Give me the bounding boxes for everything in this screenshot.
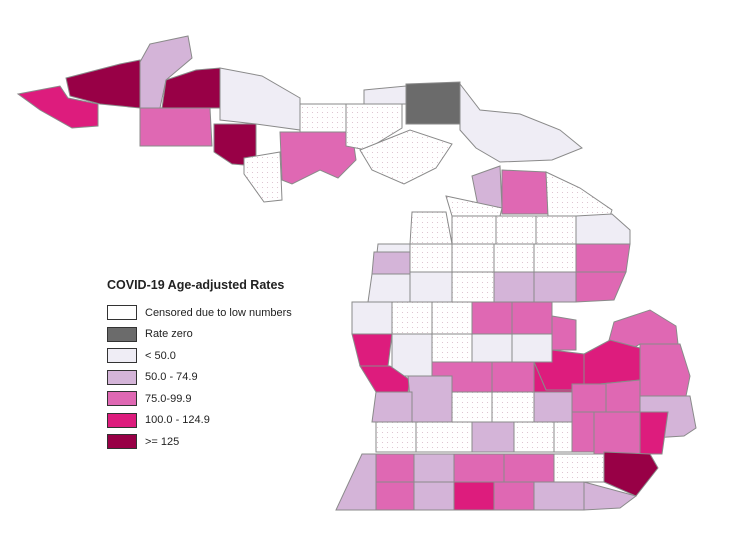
county-macomb xyxy=(639,411,669,455)
upper-peninsula xyxy=(16,35,583,203)
county-newaygo xyxy=(391,333,433,377)
legend-swatch xyxy=(107,305,137,321)
county-lake xyxy=(391,301,433,335)
county-alger xyxy=(219,67,301,131)
county-wexford xyxy=(409,271,453,303)
county-sanilac xyxy=(639,343,691,397)
county-muskegon xyxy=(351,333,393,367)
county-branch-n xyxy=(453,453,505,483)
county-kalkaska xyxy=(451,243,495,273)
county-oscoda xyxy=(533,243,577,273)
county-presque-isle xyxy=(545,171,613,217)
county-alpena xyxy=(575,213,631,245)
county-hillsdale xyxy=(493,481,535,511)
county-leelanau xyxy=(409,211,453,245)
legend-swatch xyxy=(107,434,137,450)
county-houghton xyxy=(139,35,193,109)
county-midland xyxy=(511,333,553,363)
county-alcona xyxy=(575,243,631,273)
county-wayne xyxy=(603,451,659,497)
county-genesee xyxy=(571,383,607,413)
county-mason xyxy=(367,273,411,303)
county-gladwin xyxy=(511,301,553,335)
county-cass xyxy=(375,481,415,511)
county-calhoun xyxy=(471,421,515,453)
county-oceana xyxy=(351,301,393,335)
county-antrim xyxy=(451,215,497,245)
county-manistee xyxy=(371,251,411,275)
lower-peninsula xyxy=(335,165,697,511)
legend-item-rate-zero: Rate zero xyxy=(107,324,327,346)
county-st-joseph xyxy=(413,481,455,511)
county-branch xyxy=(453,481,495,511)
legend-swatch xyxy=(107,348,137,364)
county-ionia xyxy=(451,391,493,423)
county-clinton xyxy=(491,391,535,423)
county-monroe xyxy=(583,481,638,511)
county-roscommon xyxy=(493,271,535,303)
county-ogemaw xyxy=(533,271,577,303)
legend-swatch xyxy=(107,391,137,407)
county-van-buren xyxy=(375,421,417,453)
legend-item-ge125: >= 125 xyxy=(107,431,327,453)
county-iron xyxy=(139,107,213,147)
legend-label: Censored due to low numbers xyxy=(145,306,292,319)
county-kent xyxy=(407,375,453,423)
county-clare xyxy=(471,301,513,335)
county-emmet xyxy=(471,165,503,209)
county-gogebic xyxy=(16,85,99,129)
legend-label: 50.0 - 74.9 xyxy=(145,371,198,384)
legend-item-censored: Censored due to low numbers xyxy=(107,302,327,324)
legend-label: < 50.0 xyxy=(145,349,176,362)
county-mackinac xyxy=(359,129,453,185)
legend-swatch xyxy=(107,412,137,428)
map-legend: COVID-19 Age-adjusted Rates Censored due… xyxy=(107,278,327,453)
county-isabella xyxy=(471,333,513,363)
legend-item-75-100: 75.0-99.9 xyxy=(107,388,327,410)
legend-item-lt50: < 50.0 xyxy=(107,345,327,367)
county-grand-traverse xyxy=(409,243,453,273)
legend-label: Rate zero xyxy=(145,328,193,341)
county-lenawee xyxy=(533,481,585,511)
county-osceola xyxy=(431,301,473,335)
county-montmorency xyxy=(535,215,577,245)
county-delta xyxy=(279,131,357,185)
county-schoolcraft xyxy=(299,103,347,133)
county-menominee xyxy=(243,151,283,203)
county-oakland xyxy=(593,411,641,455)
county-luce-zero xyxy=(405,81,461,125)
county-kalamazoo xyxy=(415,421,473,453)
county-gratiot xyxy=(491,361,535,393)
legend-label: 75.0-99.9 xyxy=(145,392,192,405)
county-luce-north xyxy=(363,85,407,105)
county-chippewa xyxy=(459,82,583,163)
county-washtenaw xyxy=(553,453,605,483)
county-iosco xyxy=(575,271,627,303)
county-arenac xyxy=(551,315,577,351)
legend-swatch xyxy=(107,369,137,385)
legend-item-50-75: 50.0 - 74.9 xyxy=(107,367,327,389)
legend-label: >= 125 xyxy=(145,435,180,448)
county-allegan xyxy=(371,391,413,423)
county-eaton xyxy=(513,421,555,453)
legend-label: 100.0 - 124.9 xyxy=(145,414,210,427)
county-missaukee xyxy=(451,271,495,303)
county-cheboygan xyxy=(501,169,549,215)
county-cass-n xyxy=(375,453,415,483)
legend-title: COVID-19 Age-adjusted Rates xyxy=(107,278,285,292)
county-crawford xyxy=(493,243,535,273)
county-mecosta xyxy=(431,333,473,363)
county-shiawassee xyxy=(533,391,573,423)
county-berrien xyxy=(335,453,377,511)
legend-swatch xyxy=(107,326,137,342)
county-otsego xyxy=(495,215,537,245)
county-st-joseph-n xyxy=(413,453,455,483)
county-hillsdale-n xyxy=(503,453,555,483)
legend-item-100-125: 100.0 - 124.9 xyxy=(107,410,327,432)
